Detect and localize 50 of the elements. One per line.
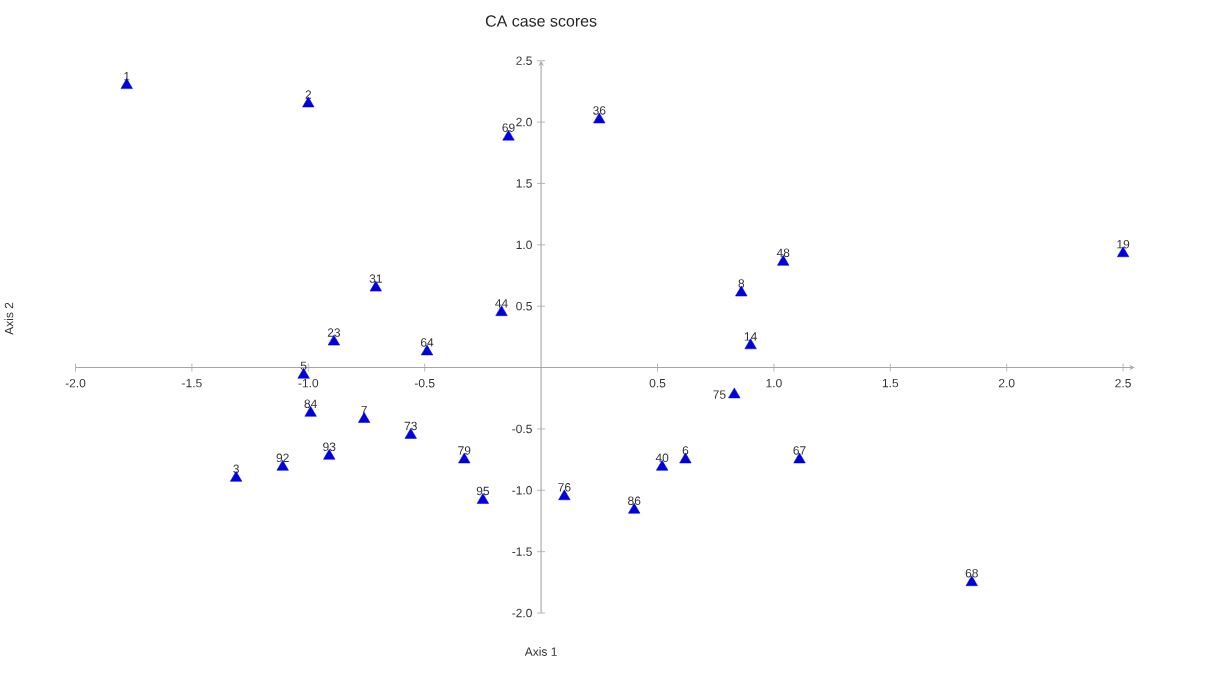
chart-title: CA case scores — [485, 15, 597, 27]
point — [728, 387, 741, 399]
y-tick-label: 2.0 — [516, 117, 532, 127]
point — [230, 471, 243, 482]
annotation: 64 — [420, 338, 434, 347]
x-tick-label: 1.0 — [766, 378, 782, 388]
y-tick-label: -0.5 — [512, 424, 532, 434]
y-tick-label: 1.0 — [516, 240, 532, 250]
annotation: 5 — [300, 361, 307, 370]
y-tick-label: -1.0 — [512, 486, 532, 495]
annotation: 79 — [458, 446, 471, 455]
annotation: 86 — [628, 496, 641, 506]
annotation: 7 — [361, 405, 367, 415]
y-tick-label: 1.5 — [516, 179, 532, 188]
x-tick-label: -0.5 — [414, 378, 435, 388]
annotation: 73 — [404, 421, 417, 431]
annotation: 95 — [476, 486, 490, 496]
annotation: 8 — [738, 279, 745, 288]
annotation: 6 — [682, 446, 689, 455]
x-tick-label: 2.0 — [998, 378, 1015, 388]
x-axis-title: Axis 1 — [524, 647, 557, 656]
annotation: 36 — [593, 106, 606, 115]
annotation: 76 — [558, 483, 571, 492]
y-tick-label: 2.5 — [516, 56, 532, 65]
y-axis-title: Axis 2 — [4, 302, 14, 335]
x-tick-label: -1.5 — [182, 378, 202, 388]
annotation: 67 — [793, 446, 806, 455]
annotation: 48 — [776, 248, 790, 258]
annotation: 44 — [495, 299, 508, 308]
annotation: 3 — [233, 464, 239, 474]
annotation: 1 — [124, 72, 130, 81]
y-tick-label: -2.0 — [512, 608, 532, 618]
annotation: 69 — [502, 123, 515, 132]
annotation: 31 — [369, 274, 382, 283]
annotation: 93 — [323, 442, 336, 452]
annotation: 23 — [327, 328, 341, 337]
x-tick-label: 0.5 — [649, 378, 666, 388]
annotation: 75 — [713, 390, 726, 399]
x-tick-label: -1.0 — [298, 378, 319, 388]
annotation: 19 — [1117, 239, 1130, 249]
annotation: 92 — [276, 453, 289, 463]
annotation: 40 — [655, 453, 669, 463]
annotation: 68 — [965, 568, 978, 578]
y-tick-label: 0.5 — [516, 301, 532, 311]
annotation: 14 — [744, 332, 757, 341]
y-tick-label: -1.5 — [512, 547, 532, 556]
x-tick-label: 1.5 — [882, 378, 899, 388]
annotation: 84 — [304, 399, 317, 409]
x-tick-label: 2.5 — [1115, 378, 1131, 388]
x-tick-label: -2.0 — [65, 378, 86, 388]
